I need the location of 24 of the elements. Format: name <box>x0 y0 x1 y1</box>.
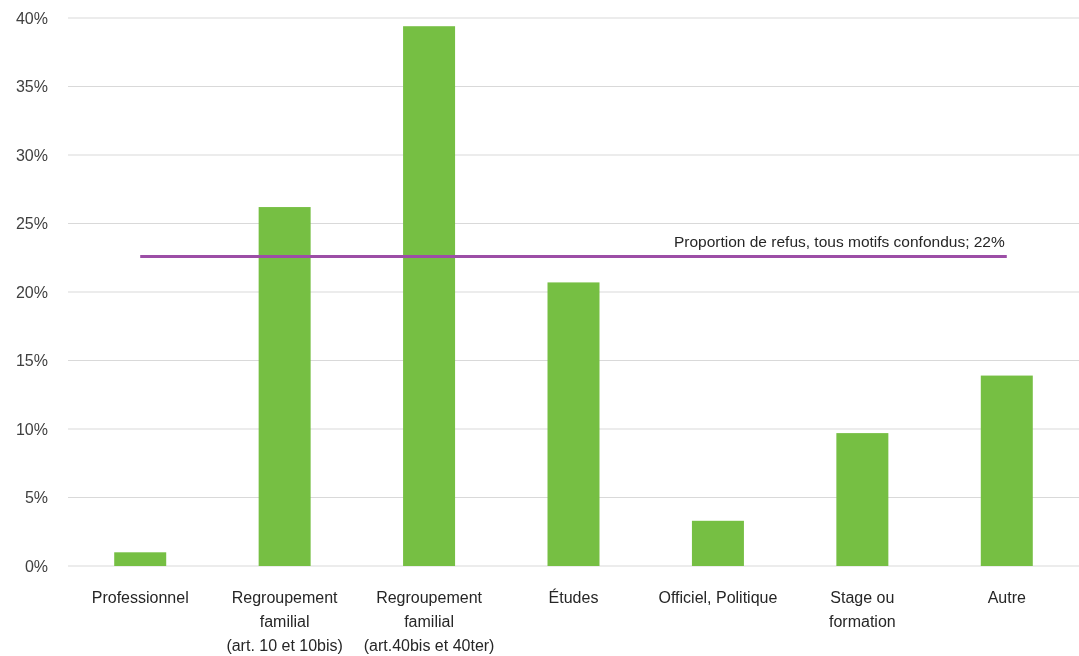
bar <box>691 520 744 566</box>
y-tick-label: 30% <box>15 146 48 164</box>
x-tick-label: Professionnel <box>91 589 189 606</box>
y-tick-label: 15% <box>15 352 48 370</box>
bar <box>114 552 167 566</box>
y-tick-label: 35% <box>15 78 48 96</box>
bar <box>547 282 600 566</box>
x-tick-label: Stage ou formation <box>829 589 896 630</box>
y-tick-label: 0% <box>24 557 48 575</box>
x-tick-label: Études <box>548 588 599 606</box>
x-tick-label: Officiel, Politique <box>658 589 778 606</box>
y-tick-label: 5% <box>24 489 48 507</box>
x-tick-label: Regroupement familial (art. 10 et 10bis) <box>226 589 343 654</box>
y-tick-label: 20% <box>15 283 48 301</box>
x-tick-label: Regroupement familial (art.40bis et 40ter) <box>363 589 495 654</box>
bar <box>980 375 1033 566</box>
ref-line-label: Proportion de refus, tous motifs confondus; 22% <box>673 233 1005 251</box>
y-tick-label: 10% <box>15 420 48 438</box>
bar <box>836 433 889 566</box>
bar <box>258 207 311 566</box>
bar <box>403 26 456 566</box>
y-tick-label: 25% <box>15 215 48 233</box>
x-tick-label: Autre <box>987 589 1026 606</box>
y-tick-label: 40% <box>15 9 48 27</box>
